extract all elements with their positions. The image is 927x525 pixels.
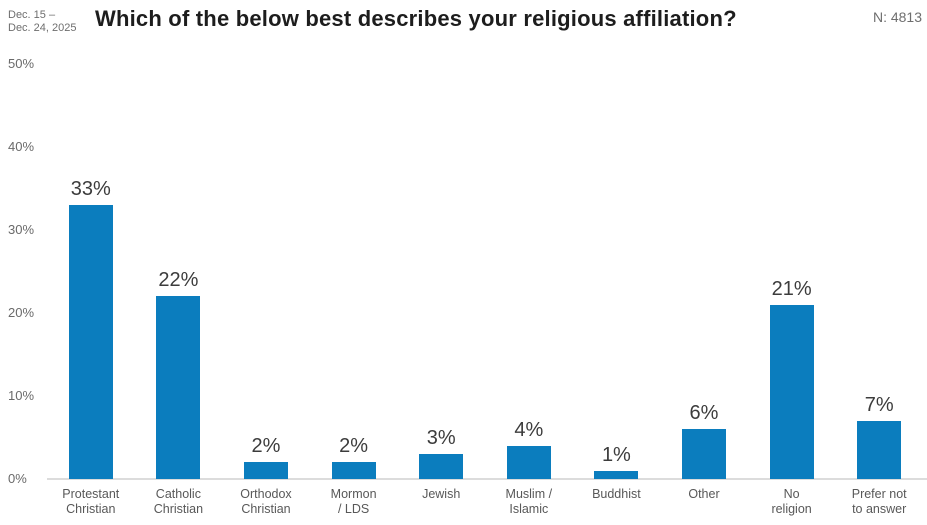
category-label-other: Other [688,487,720,501]
bar-protestant-christian [68,205,113,479]
bar-buddhist [594,471,639,479]
value-label-jewish: 3% [426,427,456,449]
bar-catholic-christian [156,296,201,479]
date-range-line1: Dec. 15 – [8,9,56,21]
y-axis-tick-30: 30% [8,222,35,237]
y-axis-tick-0: 0% [8,471,27,486]
bar-other [682,429,726,479]
bar-muslim-islamic [506,446,551,479]
y-axis-tick-20: 20% [8,305,35,320]
value-label-orthodox-christian: 2% [251,435,281,457]
category-label-muslim-islamic: Muslim / Islamic [505,487,553,516]
value-label-buddhist: 1% [601,444,631,466]
category-label-protestant-christian: Protestant Christian [62,487,120,516]
category-label-jewish: Jewish [422,487,461,501]
value-label-other: 6% [689,402,719,424]
bar-prefer-not-to-answer [857,421,902,479]
y-axis-tick-10: 10% [8,388,35,403]
y-axis-tick-40: 40% [8,139,35,154]
date-range-label: Dec. 15 – Dec. 24, 2025 [8,9,77,35]
y-axis-tick-50: 50% [8,56,35,71]
category-label-buddhist: Buddhist [592,487,641,501]
value-label-muslim-islamic: 4% [514,419,544,441]
value-label-protestant-christian: 33% [70,178,111,200]
x-axis-line [47,478,927,480]
category-label-prefer-not-to-answer: Prefer not to answer [851,487,907,516]
bar-mormon-lds [331,462,376,479]
value-label-prefer-not-to-answer: 7% [864,394,894,416]
page-title: Which of the below best describes your r… [95,6,737,31]
category-label-mormon-lds: Mormon / LDS [330,487,377,516]
category-label-orthodox-christian: Orthodox Christian [240,487,292,516]
bar-jewish [419,454,464,479]
bar-orthodox-christian [244,462,288,479]
value-label-no-religion: 21% [771,278,812,300]
date-range-line2: Dec. 24, 2025 [8,22,77,34]
category-label-no-religion: No religion [771,487,812,516]
bar-no-religion [769,305,814,479]
value-label-catholic-christian: 22% [158,269,199,291]
sample-size-label: N: 4813 [872,9,922,25]
category-label-catholic-christian: Catholic Christian [153,487,204,516]
value-label-mormon-lds: 2% [339,435,369,457]
